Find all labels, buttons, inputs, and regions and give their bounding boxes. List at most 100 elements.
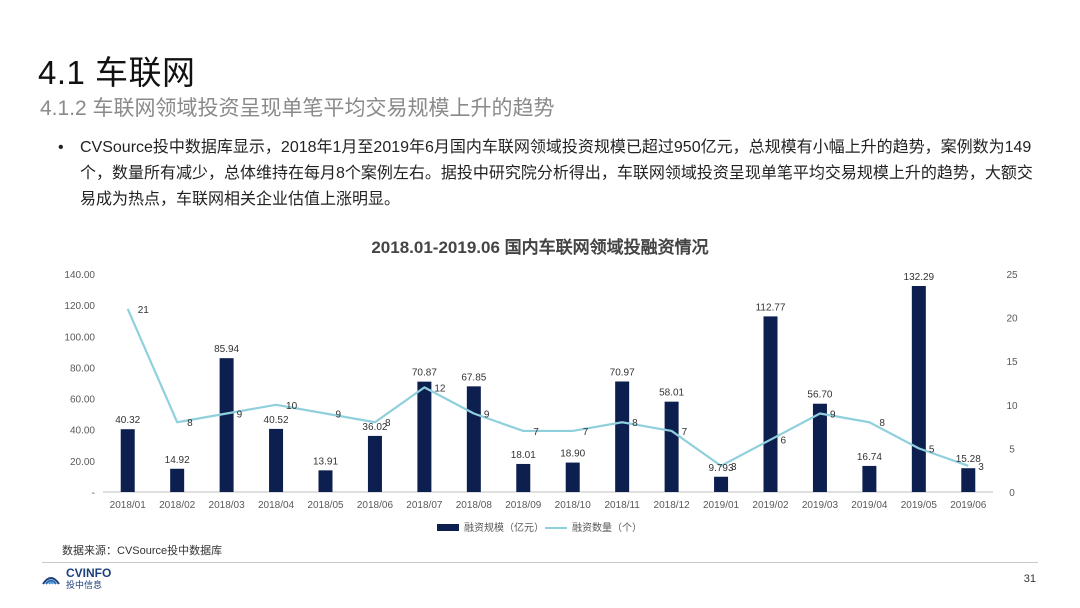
right-axis-tick-label: 10 — [1006, 401, 1018, 412]
bar-value-label: 132.29 — [904, 272, 935, 283]
bar-value-label: 70.97 — [610, 367, 635, 378]
left-axis-tick-label: 40.00 — [70, 426, 95, 437]
bar-value-label: 112.77 — [756, 302, 786, 313]
line-value-label: 9 — [336, 410, 342, 421]
bar — [862, 465, 877, 492]
left-axis-tick-label: 80.00 — [70, 363, 95, 374]
bullet-marker: • — [58, 139, 64, 156]
x-axis-tick-label: 2018/05 — [307, 500, 344, 511]
bar-value-label: 18.90 — [560, 449, 585, 460]
bar-value-label: 13.91 — [313, 456, 338, 467]
line-value-label: 9 — [237, 410, 243, 421]
bar-value-label: 56.70 — [807, 390, 832, 401]
bar-value-label: 40.52 — [264, 415, 289, 426]
x-axis-tick-label: 2018/09 — [505, 500, 542, 511]
x-axis-tick-label: 2019/04 — [851, 500, 888, 511]
cvinfo-logo: CVINFO 投中信息 — [40, 567, 111, 591]
bar-value-label: 14.92 — [165, 455, 190, 466]
bar-value-label: 70.87 — [412, 368, 437, 379]
line-value-label: 7 — [682, 427, 688, 438]
left-axis-tick-label: 140.00 — [64, 270, 95, 281]
line-value-label: 3 — [731, 462, 737, 473]
x-axis-tick-label: 2018/11 — [604, 500, 640, 511]
bar-value-label: 36.02 — [362, 422, 387, 433]
bar-value-label: 40.32 — [115, 415, 140, 426]
x-axis-tick-label: 2018/02 — [159, 500, 196, 511]
bar-value-label: 67.85 — [461, 372, 486, 383]
left-axis-tick-label: 20.00 — [70, 457, 95, 468]
x-axis-tick-label: 2019/02 — [752, 500, 789, 511]
left-axis-tick-label: 120.00 — [64, 301, 95, 312]
bar — [318, 470, 333, 492]
bar — [417, 381, 432, 492]
x-axis-tick-label: 2019/05 — [901, 500, 938, 511]
line-value-label: 6 — [781, 436, 787, 447]
x-axis-tick-label: 2018/04 — [258, 500, 295, 511]
line-value-label: 12 — [434, 383, 446, 394]
right-axis-tick-label: 5 — [1009, 444, 1015, 455]
x-axis-tick-label: 2018/03 — [209, 500, 246, 511]
bar — [961, 468, 976, 492]
bar — [219, 358, 234, 492]
line-value-label: 10 — [286, 401, 298, 412]
bar — [120, 429, 135, 492]
line-value-label: 5 — [929, 444, 935, 455]
x-axis-tick-label: 2018/10 — [555, 500, 592, 511]
x-axis-tick-label: 2018/06 — [357, 500, 394, 511]
data-source: 数据来源：CVSource投中数据库 — [62, 545, 223, 557]
line-value-label: 3 — [978, 462, 984, 473]
cvinfo-logo-icon — [42, 577, 60, 585]
bar — [812, 403, 827, 492]
x-axis-tick-label: 2019/01 — [703, 500, 740, 511]
bar — [269, 428, 284, 492]
bar — [763, 316, 778, 492]
bar — [911, 286, 926, 492]
line-value-label: 8 — [385, 418, 391, 429]
bar-value-label: 16.74 — [857, 452, 882, 463]
bar — [565, 462, 580, 492]
page-subtitle: 4.1.2 车联网领域投资呈现单笔平均交易规模上升的趋势 — [40, 97, 555, 120]
logo-english: CVINFO — [66, 566, 112, 580]
line-value-label: 9 — [484, 410, 490, 421]
bar — [367, 435, 382, 492]
x-axis-tick-label: 2018/07 — [406, 500, 443, 511]
legend-bar-label: 融资规模（亿元） — [464, 521, 544, 534]
bar-value-label: 9.793 — [709, 463, 734, 474]
x-axis-tick-label: 2019/06 — [950, 500, 987, 511]
bar — [466, 386, 481, 492]
footer-divider — [42, 562, 1038, 563]
left-axis-tick-label: 100.00 — [64, 332, 95, 343]
right-axis-tick-label: 20 — [1006, 314, 1018, 325]
page-title: 4.1 车联网 — [38, 54, 196, 91]
legend-line-label: 融资数量（个） — [572, 521, 642, 534]
bar-value-label: 15.28 — [956, 454, 981, 465]
left-axis-tick-label: - — [92, 488, 95, 499]
left-axis-tick-label: 60.00 — [70, 395, 95, 406]
x-axis-tick-label: 2018/12 — [654, 500, 691, 511]
line-value-label: 8 — [879, 418, 885, 429]
bar-value-label: 58.01 — [659, 388, 684, 399]
line-value-label: 21 — [138, 305, 150, 316]
bar — [714, 476, 729, 492]
right-axis-tick-label: 25 — [1006, 270, 1018, 281]
bar — [615, 381, 630, 492]
chart-title: 2018.01-2019.06 国内车联网领域投融资情况 — [371, 238, 709, 257]
bar — [664, 401, 679, 492]
line-value-label: 8 — [187, 418, 193, 429]
line-value-label: 9 — [830, 410, 836, 421]
legend-bar-swatch — [437, 524, 459, 531]
line-value-label: 7 — [533, 427, 539, 438]
right-axis-tick-label: 0 — [1009, 488, 1015, 499]
bullet-text: CVSource投中数据库显示，2018年1月至2019年6月国内车联网领域投资… — [80, 139, 1033, 208]
bar — [516, 463, 531, 492]
bullet-paragraph: • CVSource投中数据库显示，2018年1月至2019年6月国内车联网领域… — [58, 135, 1038, 213]
page-number: 31 — [1023, 573, 1036, 585]
x-axis-tick-label: 2018/08 — [456, 500, 493, 511]
right-axis-tick-label: 15 — [1006, 357, 1018, 368]
bar — [170, 468, 185, 492]
bar-value-label: 85.94 — [214, 344, 239, 355]
logo-chinese: 投中信息 — [66, 580, 103, 590]
x-axis-tick-label: 2018/01 — [110, 500, 147, 511]
bar-value-label: 18.01 — [511, 450, 536, 461]
